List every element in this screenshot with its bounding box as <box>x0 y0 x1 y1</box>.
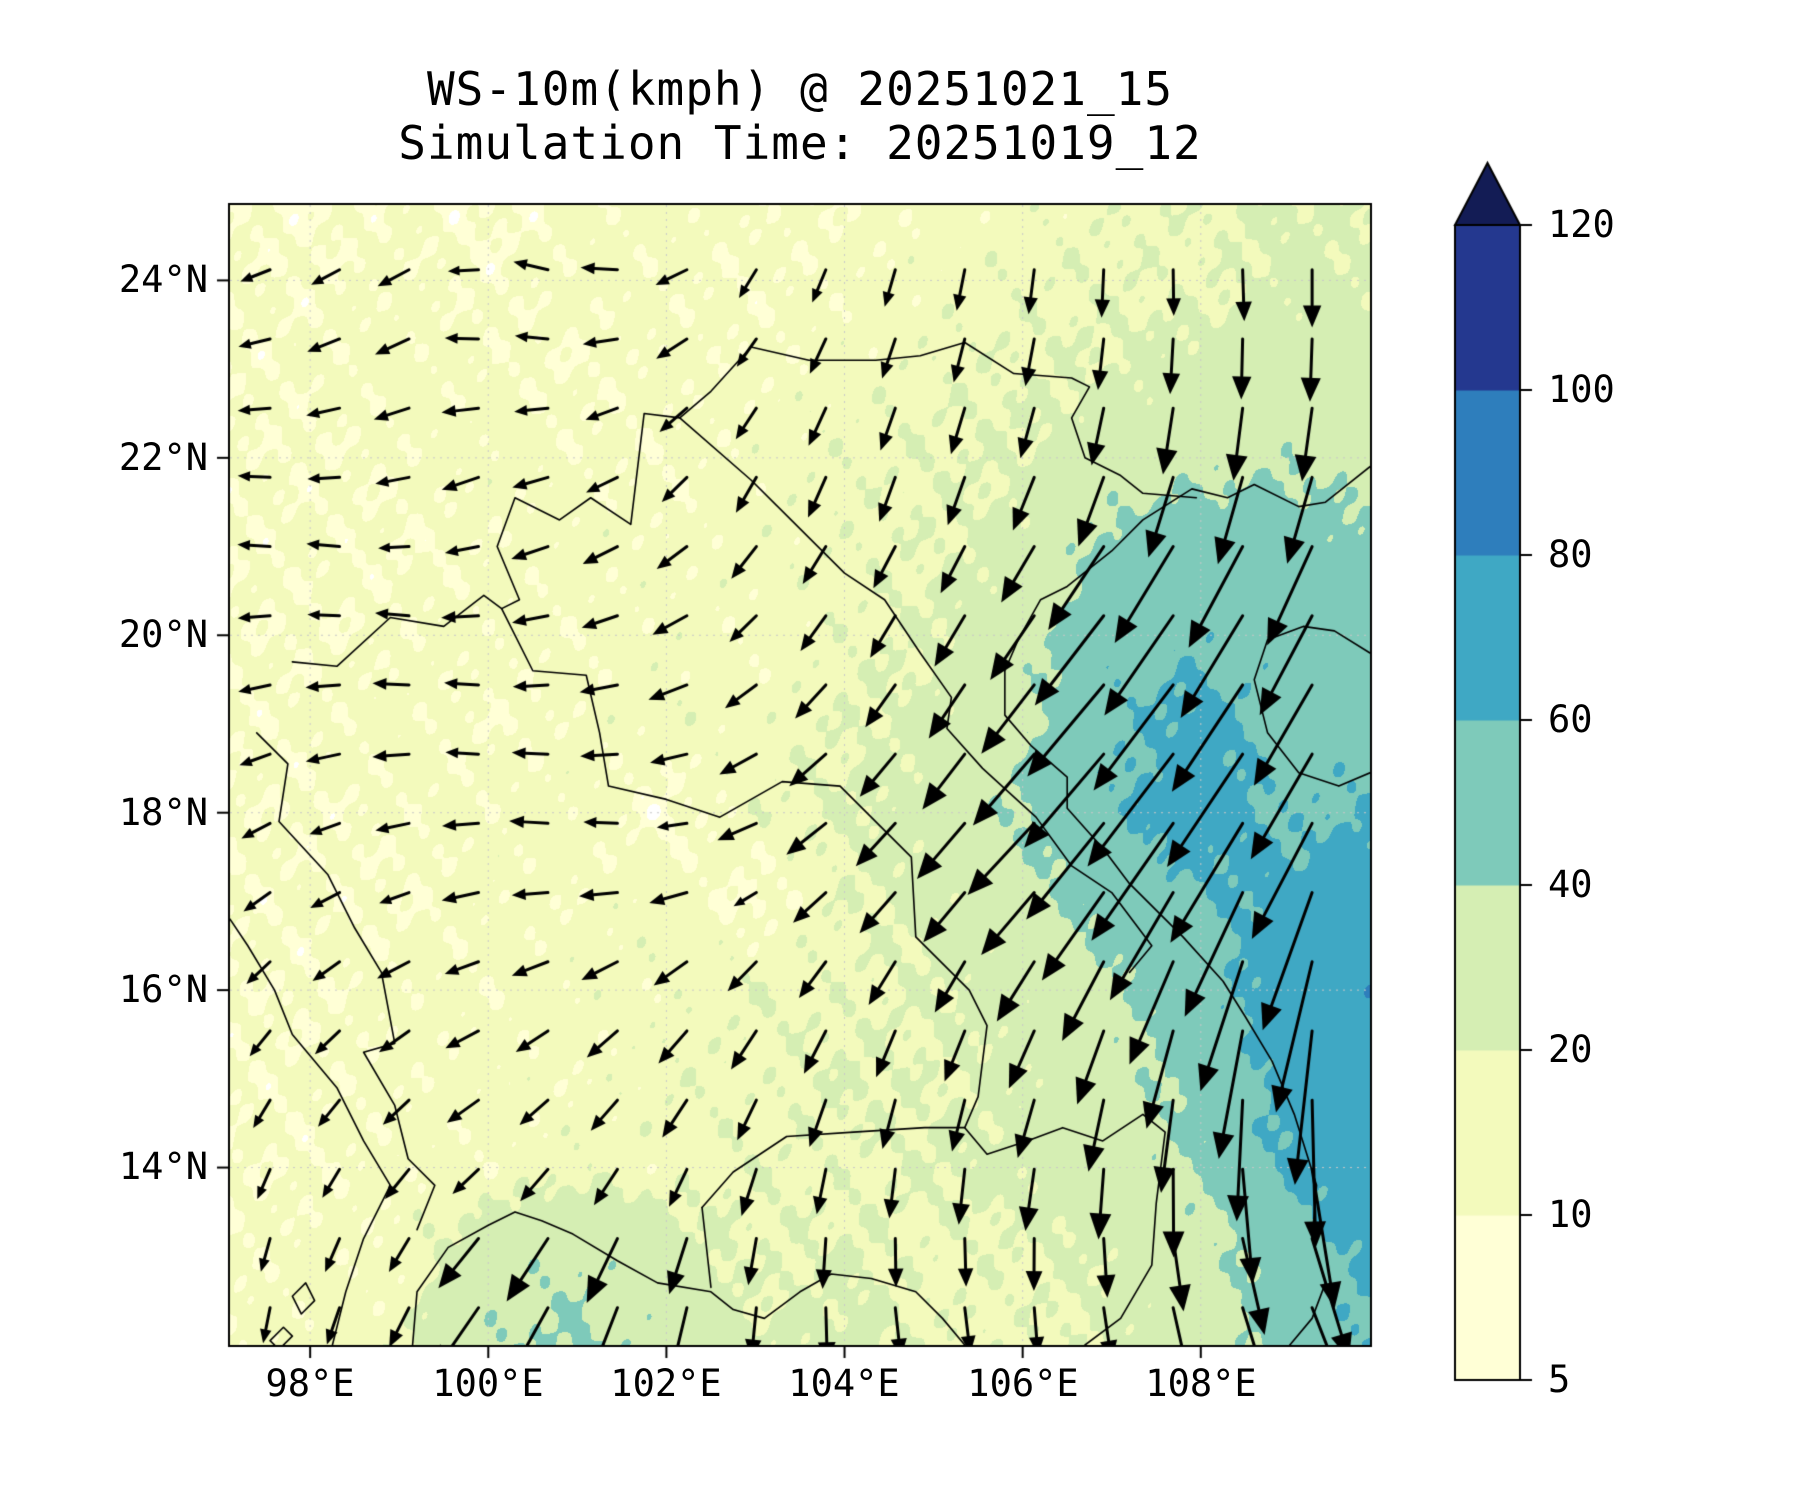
x-tick-98e: 98°E <box>265 1362 355 1405</box>
y-tick-20n: 20°N <box>118 613 208 656</box>
x-tick-104e: 104°E <box>788 1362 900 1405</box>
x-tick-100e: 100°E <box>432 1362 544 1405</box>
cbar-tick-60: 60 <box>1548 698 1593 741</box>
y-tick-16n: 16°N <box>118 968 208 1011</box>
cbar-tick-20: 20 <box>1548 1028 1593 1071</box>
chart-title: WS-10m(kmph) @ 20251021_15 <box>426 62 1174 116</box>
cbar-tick-10: 10 <box>1548 1193 1593 1236</box>
chart-subtitle: Simulation Time: 20251019_12 <box>398 116 1202 170</box>
cbar-tick-120: 120 <box>1548 203 1615 246</box>
x-tick-108e: 108°E <box>1145 1362 1257 1405</box>
y-tick-22n: 22°N <box>118 436 208 479</box>
cbar-tick-5: 5 <box>1548 1358 1571 1401</box>
y-tick-24n: 24°N <box>118 258 208 301</box>
cbar-tick-40: 40 <box>1548 863 1593 906</box>
y-tick-14n: 14°N <box>118 1145 208 1188</box>
x-tick-102e: 102°E <box>610 1362 722 1405</box>
cbar-tick-100: 100 <box>1548 368 1615 411</box>
x-tick-106e: 106°E <box>967 1362 1079 1405</box>
cbar-tick-80: 80 <box>1548 533 1593 576</box>
y-tick-18n: 18°N <box>118 791 208 834</box>
